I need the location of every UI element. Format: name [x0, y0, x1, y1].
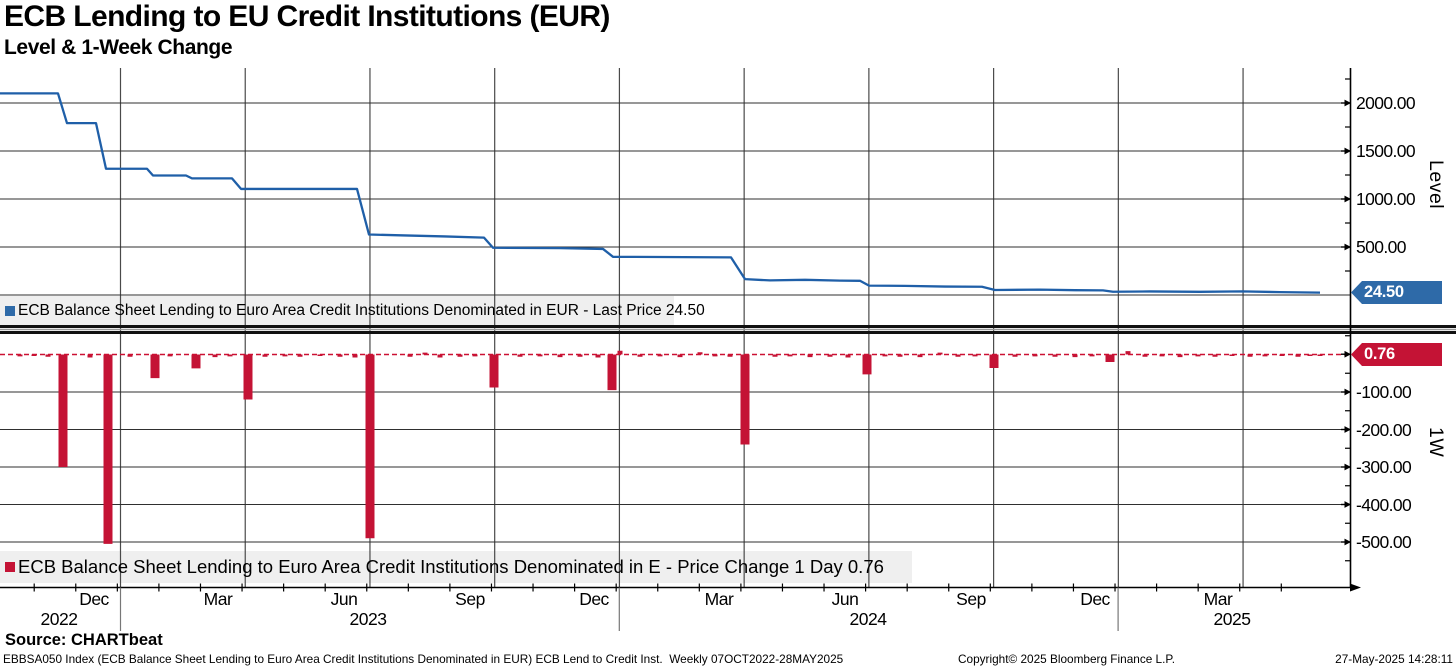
x-axis-year-label: 2022: [40, 609, 78, 629]
y-axis-tick-label-1w: -400.00: [1356, 494, 1412, 515]
x-axis-month-label: Mar: [203, 589, 233, 609]
x-axis-month-label: Jun: [330, 589, 358, 609]
x-axis-month-label: Sep: [956, 589, 986, 609]
bottom-legend-background: [0, 551, 912, 583]
1w-axis-label: 1W: [1425, 427, 1447, 458]
source-note: Source: CHARTbeat: [5, 631, 163, 649]
page-title: ECB Lending to EU Credit Institutions (E…: [4, 0, 610, 33]
top-panel-legend: ECB Balance Sheet Lending to Euro Area C…: [5, 296, 705, 326]
y-axis-tick-label-1w: -500.00: [1356, 532, 1412, 552]
x-axis-month-label: Dec: [579, 589, 609, 609]
x-axis-month-label: Mar: [704, 589, 734, 609]
x-axis-year-label: 2024: [849, 609, 887, 629]
top-legend-label: ECB Balance Sheet Lending to Euro Area C…: [18, 302, 705, 319]
x-axis-month-label: Dec: [79, 589, 109, 609]
blue-series-swatch-icon: [5, 306, 15, 316]
x-axis-year-label: 2025: [1213, 609, 1251, 629]
x-axis-month-label: Sep: [455, 589, 485, 609]
y-axis-tick-label-level: 1500.00: [1356, 141, 1416, 161]
y-axis-tick-label-1w: -100.00: [1356, 382, 1412, 402]
bottom-legend-label: ECB Balance Sheet Lending to Euro Area C…: [18, 556, 884, 577]
level-axis-label: Level: [1425, 160, 1447, 210]
x-axis-month-label: Dec: [1080, 589, 1110, 609]
ticker-info: EBBSA050 Index (ECB Balance Sheet Lendin…: [3, 652, 844, 666]
y-axis-tick-label-1w: -300.00: [1356, 457, 1412, 477]
y-axis-tick-label-level: 500.00: [1356, 237, 1407, 257]
y-axis-tick-label-level: 2000.00: [1356, 93, 1416, 113]
bottom-panel-legend: ECB Balance Sheet Lending to Euro Area C…: [5, 551, 884, 583]
y-axis-tick-label-level: 1000.00: [1356, 189, 1416, 209]
last-price-badge: 24.50: [1351, 281, 1442, 304]
red-series-swatch-icon: [5, 562, 15, 572]
y-axis-tick-label-1w: -200.00: [1356, 419, 1412, 440]
top-legend-background: [0, 296, 674, 326]
x-axis-month-label: Jun: [831, 589, 859, 609]
timestamp: 27-May-2025 14:28:11: [1335, 652, 1453, 666]
copyright-note: Copyright© 2025 Bloomberg Finance L.P.: [958, 652, 1176, 666]
x-axis-year-label: 2023: [349, 609, 387, 629]
x-axis-month-label: Mar: [1203, 589, 1233, 609]
page-subtitle: Level & 1-Week Change: [4, 36, 233, 59]
last-change-badge: 0.76: [1351, 343, 1442, 366]
